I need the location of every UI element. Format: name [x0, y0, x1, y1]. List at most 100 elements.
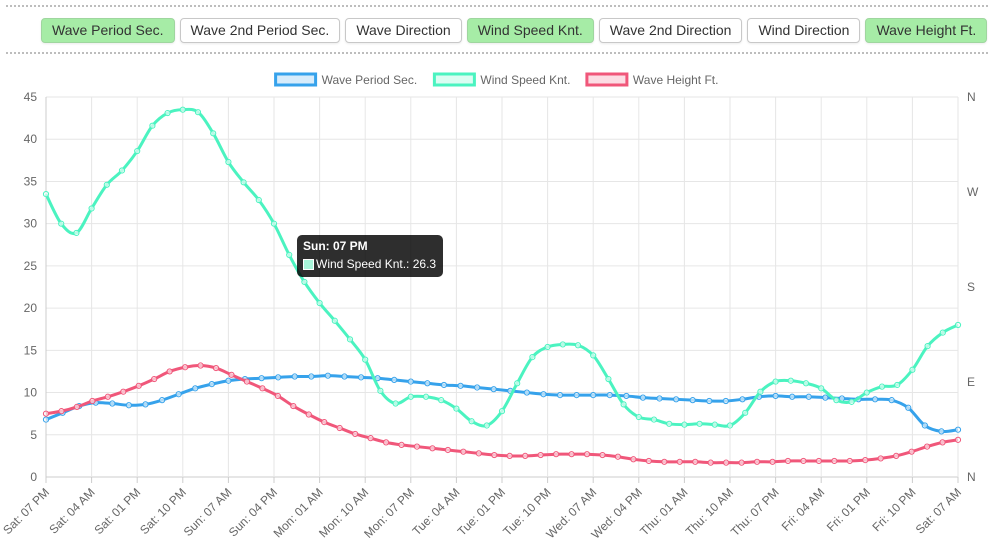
- y-tick-label: 20: [24, 301, 38, 315]
- data-point-wave-height-ft: [182, 364, 189, 371]
- data-point-wave-height-ft: [506, 452, 513, 459]
- data-point-wave-height-ft: [58, 408, 65, 415]
- tooltip-label: Wind Speed Knt.: 26.3: [316, 257, 437, 271]
- data-point-wave-period-sec: [357, 374, 365, 381]
- data-point-wave-period-sec: [689, 397, 696, 404]
- tooltip-title: Sun: 07 PM: [303, 239, 368, 253]
- toggle-wind-direction[interactable]: Wind Direction: [747, 18, 861, 43]
- data-point-wave-height-ft: [274, 392, 281, 400]
- series-toggle-bar: Wave Period Sec. Wave 2nd Period Sec. Wave…: [41, 18, 988, 43]
- data-point-wind-speed-knt: [255, 196, 262, 204]
- x-tick-label: Fri: 10 PM: [869, 485, 918, 534]
- data-point-wave-height-ft: [846, 457, 853, 465]
- data-point-wave-period-sec: [706, 397, 713, 405]
- data-point-wave-height-ft: [243, 378, 251, 385]
- data-point-wave-height-ft: [475, 450, 482, 457]
- toggle-wave-period-sec[interactable]: Wave Period Sec.: [41, 18, 175, 43]
- data-point-wind-speed-knt: [407, 393, 414, 400]
- data-point-wave-period-sec: [391, 376, 398, 383]
- data-point-wave-height-ft: [800, 457, 807, 465]
- data-point-wind-speed-knt: [453, 405, 460, 412]
- y2-tick-label: S: [967, 280, 975, 294]
- data-point-wind-speed-knt: [316, 299, 323, 307]
- x-tick-label: Fri: 01 PM: [824, 485, 873, 534]
- data-point-wave-height-ft: [923, 443, 931, 450]
- data-point-wave-height-ft: [831, 457, 838, 465]
- data-point-wave-period-sec: [789, 393, 796, 400]
- data-point-wave-height-ft: [228, 371, 235, 378]
- data-point-wind-speed-knt: [574, 342, 582, 349]
- data-point-wind-speed-knt: [590, 352, 597, 359]
- data-point-wave-height-ft: [197, 362, 204, 369]
- data-point-wind-speed-knt: [635, 413, 642, 421]
- data-point-wave-height-ft: [537, 451, 544, 459]
- data-point-wave-period-sec: [440, 381, 448, 389]
- data-point-wave-period-sec: [805, 393, 812, 400]
- data-point-wave-period-sec: [556, 391, 564, 399]
- data-point-wind-speed-knt: [878, 383, 886, 390]
- data-point-wave-height-ft: [89, 397, 96, 405]
- data-point-wind-speed-knt: [210, 130, 217, 137]
- legend-swatch-wave-period-sec: [274, 72, 318, 87]
- y-tick-label: 30: [24, 217, 38, 231]
- data-point-wind-speed-knt: [362, 356, 369, 363]
- data-point-wave-period-sec: [324, 372, 331, 379]
- data-point-wave-height-ft: [120, 388, 127, 395]
- data-point-wave-period-sec: [523, 389, 530, 396]
- y2-tick-label: N: [967, 470, 976, 484]
- data-point-wind-speed-knt: [742, 409, 749, 416]
- data-point-wave-height-ft: [413, 443, 421, 450]
- data-point-wave-period-sec: [639, 394, 647, 401]
- data-point-wave-height-ft: [42, 410, 50, 417]
- data-point-wave-height-ft: [893, 452, 900, 459]
- legend-swatch-wave-height-ft: [585, 72, 629, 87]
- data-point-wave-height-ft: [769, 458, 776, 465]
- data-point-wind-speed-knt: [134, 147, 141, 155]
- data-point-wave-period-sec: [938, 428, 945, 435]
- legend-swatch-wind-speed-knt: [432, 72, 476, 87]
- data-point-wave-height-ft: [954, 436, 962, 443]
- y-tick-label: 45: [24, 90, 38, 104]
- data-point-wind-speed-knt: [88, 205, 95, 212]
- data-point-wave-height-ft: [522, 452, 529, 459]
- x-tick-label: Tue: 01 PM: [455, 485, 508, 538]
- data-point-wave-height-ft: [568, 451, 575, 458]
- y-tick-label: 0: [30, 470, 37, 484]
- data-point-wave-height-ft: [321, 419, 328, 426]
- data-point-wave-period-sec: [888, 397, 895, 404]
- y2-tick-label: N: [967, 90, 976, 104]
- data-point-wind-speed-knt: [666, 420, 673, 427]
- data-point-wave-height-ft: [305, 411, 312, 418]
- data-point-wave-period-sec: [407, 378, 414, 385]
- data-point-wind-speed-knt: [240, 179, 247, 186]
- data-point-wind-speed-knt: [514, 380, 521, 387]
- toggle-wave-height-ft[interactable]: Wave Height Ft.: [865, 18, 988, 43]
- data-point-wind-speed-knt: [225, 158, 232, 166]
- toggle-wave-2nd-period-sec[interactable]: Wave 2nd Period Sec.: [179, 18, 341, 43]
- data-point-wave-height-ft: [738, 459, 745, 466]
- data-point-wave-height-ft: [553, 451, 560, 458]
- y-tick-label: 25: [24, 259, 38, 273]
- toggle-wave-2nd-direction[interactable]: Wave 2nd Direction: [598, 18, 743, 43]
- legend-label-wind-speed-knt: Wind Speed Knt.: [480, 73, 570, 87]
- data-point-wave-period-sec: [308, 373, 315, 380]
- data-point-wave-height-ft: [166, 368, 173, 375]
- data-point-wind-speed-knt: [711, 421, 718, 428]
- data-point-wave-height-ft: [444, 446, 451, 454]
- data-point-wave-height-ft: [784, 457, 792, 465]
- x-tick-label: Sat: 07 PM: [0, 485, 52, 537]
- data-point-wave-height-ft: [73, 403, 81, 411]
- data-point-wave-height-ft: [104, 393, 111, 400]
- data-point-wave-period-sec: [341, 373, 348, 380]
- data-point-wave-period-sec: [142, 401, 149, 408]
- x-tick-label: Sat: 07 AM: [913, 485, 964, 536]
- data-point-wave-period-sec: [42, 416, 50, 423]
- data-point-wind-speed-knt: [468, 418, 475, 425]
- data-point-wind-speed-knt: [559, 341, 566, 348]
- data-point-wave-period-sec: [109, 400, 116, 407]
- toggle-wind-speed-knt[interactable]: Wind Speed Knt.: [466, 18, 594, 43]
- data-point-wind-speed-knt: [346, 336, 354, 343]
- data-point-wave-height-ft: [676, 458, 683, 465]
- toggle-wave-direction[interactable]: Wave Direction: [345, 18, 462, 43]
- data-point-wind-speed-knt: [681, 421, 688, 428]
